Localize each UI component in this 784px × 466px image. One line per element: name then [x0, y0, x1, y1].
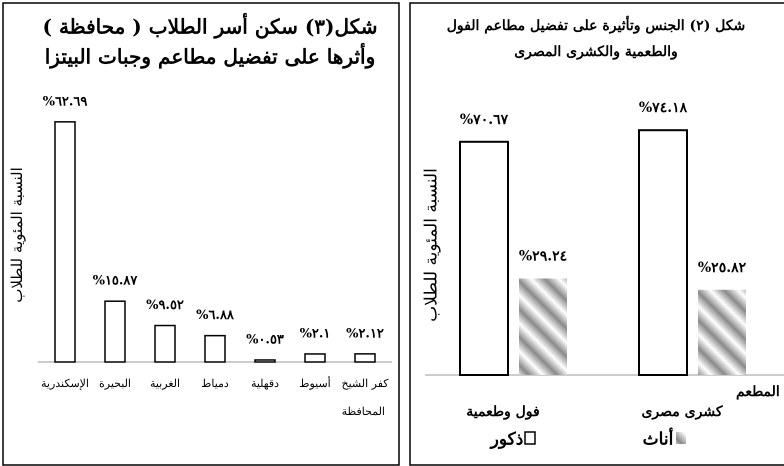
bar: [304, 353, 326, 363]
right-frame: [409, 2, 784, 466]
y-axis-label: النسبة المئوية للطلاب: [8, 167, 26, 303]
value-label: %٢.١: [300, 326, 331, 341]
chart-title: شكل (٢) الجنس وتأثيرة على تفضيل مطاعم ال…: [447, 15, 746, 34]
value-label: %٢٩.٢٤: [519, 249, 567, 265]
value-label: %١٥.٨٧: [93, 274, 139, 289]
x-tick-label: البحيرة: [99, 377, 131, 390]
bar: [354, 353, 376, 363]
x-tick-label: فول وطعمية: [466, 404, 539, 420]
bar: [698, 289, 746, 375]
chart-title: شكل(٣) سكن أسر الطلاب ( محافظة ): [43, 13, 378, 40]
bar: [154, 324, 176, 363]
x-tick-label: الغربية: [150, 377, 180, 390]
value-label: %٧٤.١٨: [639, 100, 688, 116]
x-tick-label: كفر الشيخ: [341, 377, 389, 390]
bar: [104, 300, 126, 363]
x-tick-label: الإسكندرية: [41, 377, 89, 390]
bar: [519, 278, 567, 375]
bar: [254, 359, 276, 363]
chart-subtitle: وأثرها على تفضيل مطاعم وجبات البيتزا: [45, 43, 376, 70]
x-tick-label: أسيوط: [299, 376, 330, 390]
legend-swatch: [524, 431, 536, 445]
bar: [459, 140, 509, 376]
bar: [54, 121, 76, 363]
legend-label: ذكور: [489, 430, 524, 450]
x-tick-label: دمياط: [201, 377, 229, 390]
value-label: %٠.٥٣: [246, 332, 284, 347]
chart-subtitle: والطعمية والكشرى المصرى: [514, 44, 678, 60]
left-frame: [2, 2, 400, 466]
bar: [204, 334, 226, 363]
value-label: %٧٠.٦٧: [460, 112, 509, 128]
value-label: %٩.٥٢: [146, 298, 184, 313]
y-axis-label: النسبة المئوية للطلاب: [422, 168, 442, 322]
value-label: %٦.٨٨: [196, 308, 235, 323]
value-label: %٢.١٢: [346, 326, 384, 341]
value-label: %٦٢.٦٩: [43, 94, 88, 109]
legend-swatch: [676, 432, 686, 444]
value-label: %٢٥.٨٢: [698, 260, 747, 276]
bar: [638, 129, 688, 376]
x-axis-label: نوع المطعم: [736, 384, 784, 400]
x-axis-label: المحافظة: [342, 405, 385, 418]
x-tick-label: كشرى مصرى: [641, 404, 722, 420]
x-tick-label: دقهلية: [251, 377, 279, 390]
legend-label: أناث: [643, 427, 674, 450]
